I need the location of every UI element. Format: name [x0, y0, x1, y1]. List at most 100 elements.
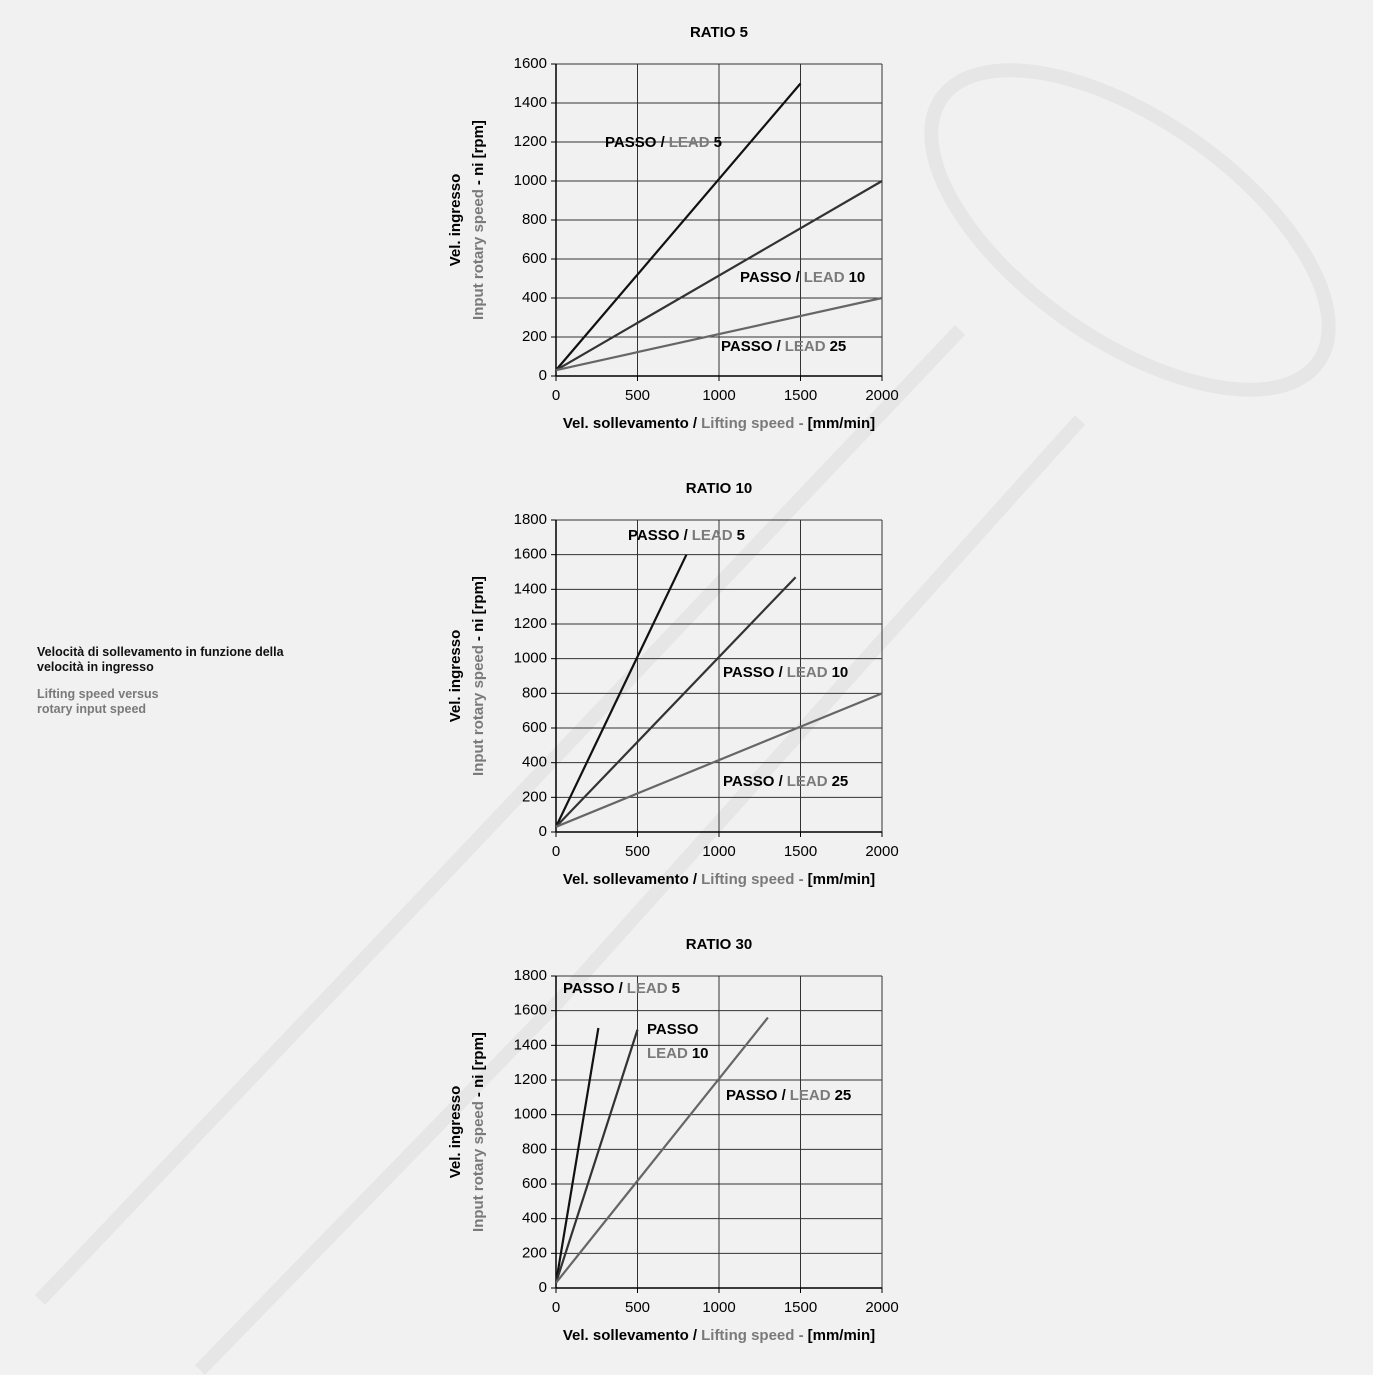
- y-tick-label: 600: [522, 250, 547, 267]
- y-tick-label: 1000: [514, 650, 547, 667]
- y-tick-label: 200: [522, 328, 547, 345]
- x-tick-label: 1000: [702, 1299, 735, 1316]
- series-label-part: PASSO /: [723, 773, 784, 790]
- series-label-part: 5: [737, 527, 745, 544]
- x-tick-label: 1500: [784, 387, 817, 404]
- series-label-part: PASSO /: [628, 527, 689, 544]
- y-axis-label: Vel. ingresso: [447, 174, 464, 267]
- y-tick-label: 1600: [514, 546, 547, 563]
- y-tick-label: 600: [522, 1175, 547, 1192]
- series-line: [554, 1027, 600, 1283]
- series-label: PASSO / LEAD 25: [721, 338, 846, 355]
- y-tick-label: 1800: [514, 511, 547, 528]
- series-label-part: PASSO /: [723, 664, 784, 681]
- x-tick-label: 1500: [784, 1299, 817, 1316]
- y-tick-label: 200: [522, 1244, 547, 1261]
- y-tick-label: 0: [539, 1279, 547, 1296]
- series-line: [555, 180, 883, 372]
- series-label-part: PASSO: [647, 1021, 699, 1038]
- series-label-part: PASSO /: [726, 1087, 787, 1104]
- y-label-part: Input rotary speed: [470, 1101, 487, 1232]
- y-label-part: - ni [rpm]: [470, 120, 487, 185]
- y-label-part: - ni [rpm]: [470, 1032, 487, 1097]
- series-label-part: 10: [692, 1045, 709, 1062]
- x-axis-label: Vel. sollevamento / Lifting speed - [mm/mi…: [563, 871, 875, 888]
- y-tick-label: 1200: [514, 1071, 547, 1088]
- y-axis-label: Vel. ingresso: [447, 1086, 464, 1179]
- y-tick-label: 1600: [514, 55, 547, 72]
- series-line: [555, 82, 802, 371]
- series-label-part: PASSO /: [721, 338, 782, 355]
- series-label-part: LEAD: [787, 773, 828, 790]
- x-tick-label: 0: [552, 387, 560, 404]
- series-line: [554, 1029, 639, 1284]
- y-tick-label: 600: [522, 719, 547, 736]
- series-label: PASSO / LEAD 25: [723, 773, 848, 790]
- y-tick-label: 400: [522, 754, 547, 771]
- series-label: PASSO LEAD 10: [647, 1021, 709, 1062]
- chart-title: RATIO 10: [686, 480, 752, 497]
- y-axis-label: Input rotary speed - ni [rpm]: [470, 576, 487, 776]
- x-label-part: Vel. sollevamento /: [563, 415, 698, 432]
- y-tick-label: 1000: [514, 1106, 547, 1123]
- x-tick-label: 500: [625, 843, 650, 860]
- y-label-part: Input rotary speed: [470, 189, 487, 320]
- series-line: [555, 1016, 769, 1284]
- x-tick-label: 500: [625, 1299, 650, 1316]
- chart-title: RATIO 30: [686, 936, 752, 953]
- x-label-part: [mm/min]: [808, 1327, 876, 1344]
- series-line: [555, 554, 688, 828]
- x-tick-label: 0: [552, 1299, 560, 1316]
- x-tick-label: 1500: [784, 843, 817, 860]
- x-label-part: Lifting speed -: [701, 871, 804, 888]
- caption: Velocità di sollevamento in funzione del…: [37, 645, 317, 717]
- series-label-part: LEAD: [627, 980, 668, 997]
- x-tick-label: 0: [552, 843, 560, 860]
- x-label-part: Vel. sollevamento /: [563, 871, 698, 888]
- series-label-part: PASSO /: [563, 980, 624, 997]
- series-label-part: 10: [832, 664, 849, 681]
- y-tick-label: 1400: [514, 94, 547, 111]
- y-tick-label: 1200: [514, 133, 547, 150]
- series-label-part: LEAD: [790, 1087, 831, 1104]
- y-label-part: - ni [rpm]: [470, 576, 487, 641]
- series-label: PASSO / LEAD 5: [628, 527, 745, 544]
- y-tick-label: 1400: [514, 1036, 547, 1053]
- x-label-part: Lifting speed -: [701, 1327, 804, 1344]
- y-tick-label: 400: [522, 289, 547, 306]
- x-tick-label: 2000: [865, 387, 898, 404]
- x-label-part: [mm/min]: [808, 415, 876, 432]
- series-label-part: LEAD: [787, 664, 828, 681]
- series-label-part: LEAD: [669, 134, 710, 151]
- series-label-part: LEAD: [647, 1045, 688, 1062]
- chart-title: RATIO 5: [690, 24, 748, 41]
- series-label-part: 5: [714, 134, 722, 151]
- series-line: [555, 692, 883, 828]
- series-label: PASSO / LEAD 5: [563, 980, 680, 997]
- x-label-part: [mm/min]: [808, 871, 876, 888]
- series-label-part: LEAD: [804, 269, 845, 286]
- y-tick-label: 800: [522, 1140, 547, 1157]
- series-label: PASSO / LEAD 10: [723, 664, 848, 681]
- series-label-part: PASSO /: [605, 134, 666, 151]
- series-label-part: 10: [849, 269, 866, 286]
- x-tick-label: 500: [625, 387, 650, 404]
- series-label-part: 25: [830, 338, 847, 355]
- x-tick-label: 2000: [865, 843, 898, 860]
- y-tick-label: 1200: [514, 615, 547, 632]
- series-label-part: LEAD: [692, 527, 733, 544]
- y-tick-label: 0: [539, 823, 547, 840]
- x-tick-label: 1000: [702, 387, 735, 404]
- y-tick-label: 400: [522, 1210, 547, 1227]
- y-tick-label: 1000: [514, 172, 547, 189]
- x-label-part: Lifting speed -: [701, 415, 804, 432]
- y-label-part: Input rotary speed: [470, 645, 487, 776]
- x-tick-label: 1000: [702, 843, 735, 860]
- x-axis-label: Vel. sollevamento / Lifting speed - [mm/mi…: [563, 415, 875, 432]
- x-axis-label: Vel. sollevamento / Lifting speed - [mm/mi…: [563, 1327, 875, 1344]
- series-label-part: PASSO /: [740, 269, 801, 286]
- series-label: PASSO / LEAD 5: [605, 134, 722, 151]
- y-tick-label: 800: [522, 211, 547, 228]
